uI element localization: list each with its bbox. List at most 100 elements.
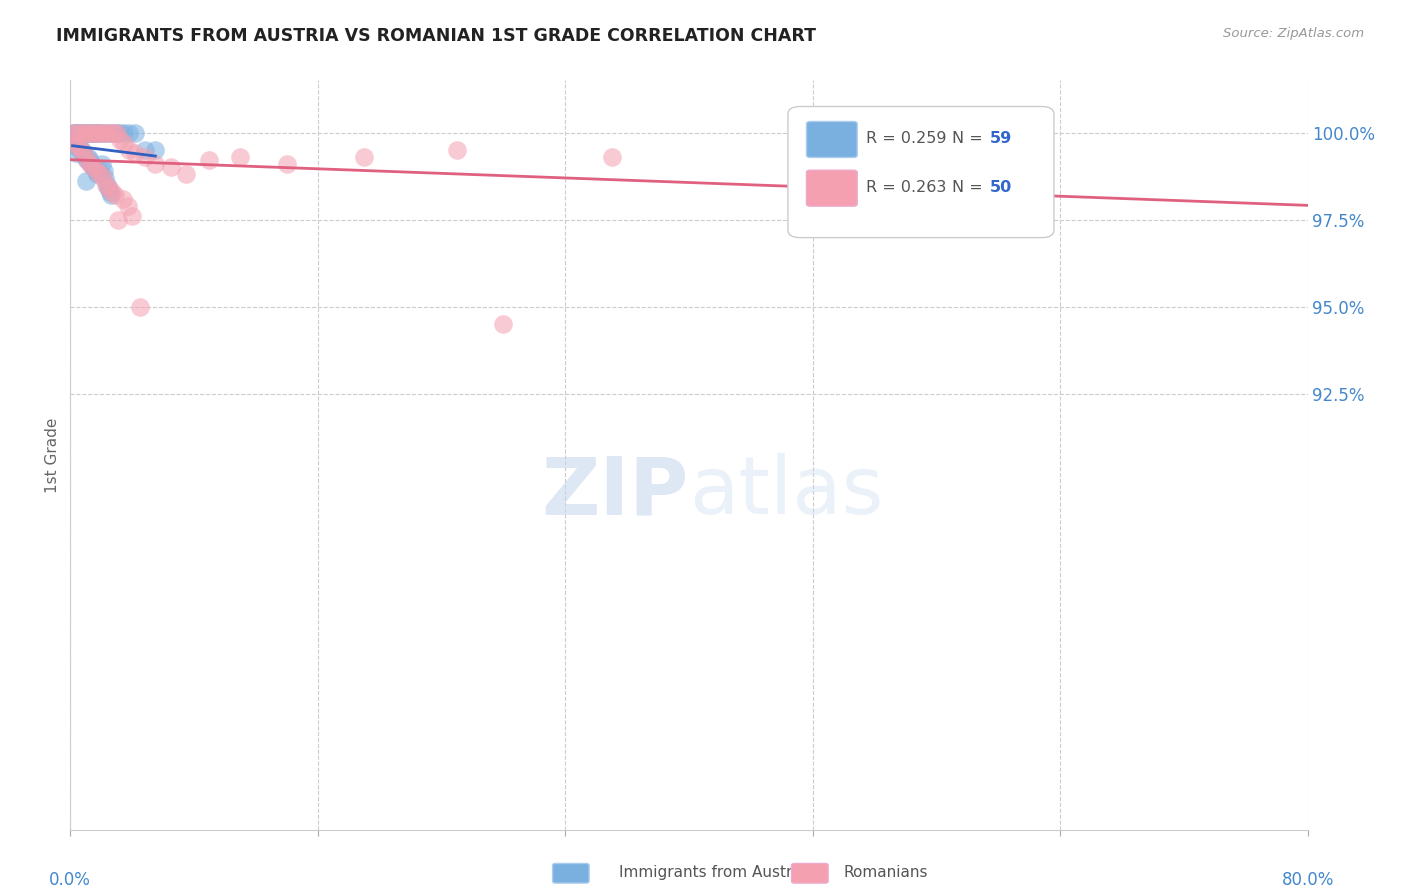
Y-axis label: 1st Grade: 1st Grade [45,417,60,492]
Point [70,126,93,140]
Point [82,161,104,175]
Text: Romanians: Romanians [844,865,928,880]
Point [75,126,97,140]
Point [83,161,105,175]
Text: atlas: atlas [689,453,883,532]
Point [77,126,100,140]
Point [91,170,114,185]
Point [62,132,84,146]
Point [107,212,129,227]
Point [63,136,86,150]
Point [84,126,107,140]
Point [79,153,101,168]
Point [63,139,86,153]
Point [276,157,298,171]
Point [80,126,103,140]
Point [124,126,146,140]
Point [100,188,122,202]
Point [93,126,115,140]
Point [89,167,111,181]
Point [62,136,84,150]
Text: Source: ZipAtlas.com: Source: ZipAtlas.com [1223,27,1364,40]
Point [75,174,97,188]
Point [87,164,110,178]
Point [111,192,134,206]
Point [96,126,118,140]
Point [910,126,932,140]
FancyBboxPatch shape [787,106,1054,237]
Point [100,126,122,140]
Point [67,139,90,153]
Point [73,150,96,164]
Point [446,143,468,157]
Point [77,126,100,140]
Point [86,167,108,181]
Text: Immigrants from Austria: Immigrants from Austria [619,865,806,880]
Point [65,126,87,140]
Point [70,143,93,157]
Point [93,126,115,140]
Point [76,153,98,168]
Point [103,126,125,140]
Point [91,157,114,171]
Point [129,300,152,314]
Point [134,143,156,157]
Point [62,126,84,140]
Text: N =: N = [952,131,988,146]
Point [75,126,97,140]
Point [94,170,117,185]
Point [100,126,122,140]
Point [66,132,89,146]
Point [96,178,118,192]
Point [82,161,105,175]
Text: 0.0%: 0.0% [49,871,91,889]
Point [90,126,112,140]
Point [600,150,623,164]
Point [160,161,183,175]
Point [229,150,252,164]
Point [134,150,156,164]
Point [114,126,135,140]
Text: 80.0%: 80.0% [1281,871,1334,889]
Point [105,126,128,140]
Point [67,126,90,140]
Point [73,126,96,140]
Point [69,126,91,140]
Point [86,126,108,140]
Point [353,150,375,164]
Point [118,143,141,157]
Point [108,132,131,146]
Point [80,157,103,171]
Point [97,181,120,195]
Point [105,126,128,140]
Point [76,153,98,168]
Point [67,139,90,153]
Point [176,167,198,181]
Point [70,143,93,157]
Point [114,136,135,150]
Point [80,126,103,140]
Point [93,164,115,178]
Text: R = 0.263: R = 0.263 [866,180,946,195]
Point [63,126,86,140]
Point [87,126,110,140]
Point [96,126,118,140]
Point [124,146,146,161]
Point [101,185,124,199]
Text: 50: 50 [990,180,1012,195]
Point [63,136,86,150]
Point [145,143,167,157]
Point [72,126,94,140]
Point [117,199,139,213]
Point [87,126,110,140]
Point [121,209,143,223]
Point [118,126,141,140]
Point [77,150,100,164]
Point [65,136,87,150]
Point [69,143,91,157]
Point [86,164,108,178]
Point [73,146,96,161]
Point [89,167,111,181]
Point [98,185,121,199]
Point [145,157,167,171]
